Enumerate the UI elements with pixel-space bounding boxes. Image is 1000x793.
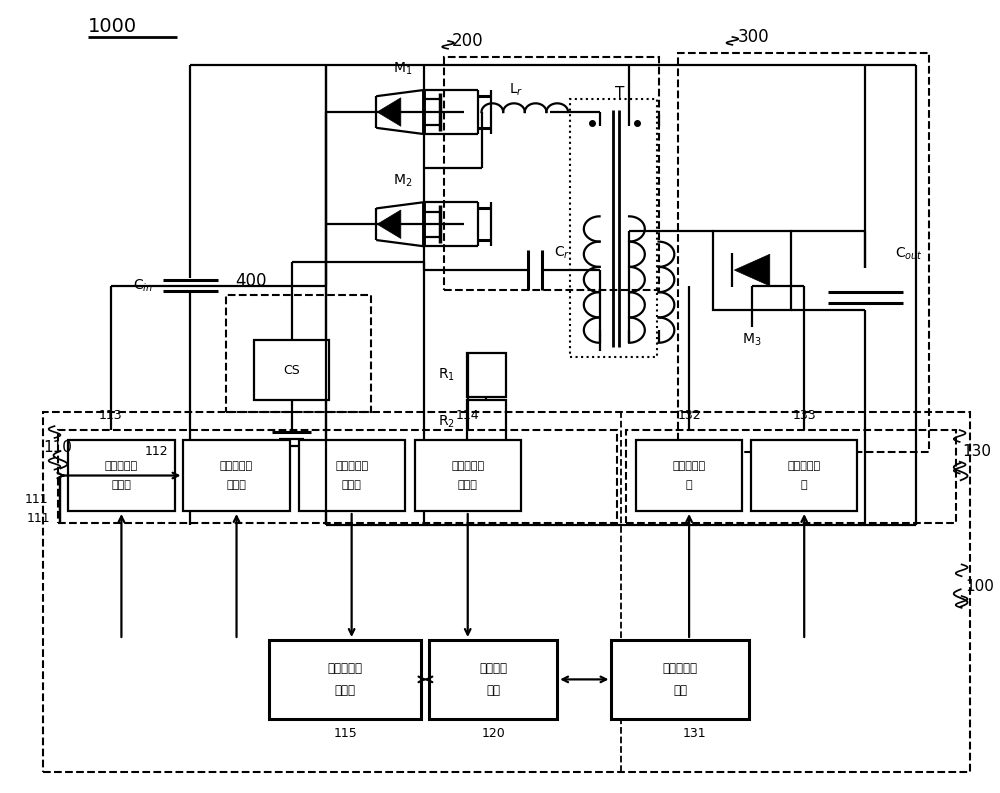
- Bar: [183, 440, 290, 511]
- Text: L$_r$: L$_r$: [509, 82, 523, 98]
- Text: 次级子控制: 次级子控制: [663, 662, 698, 675]
- Text: 111: 111: [25, 492, 49, 506]
- Bar: [467, 400, 506, 444]
- Text: 样电路: 样电路: [342, 480, 362, 490]
- Text: 样电路: 样电路: [458, 480, 478, 490]
- Bar: [269, 640, 421, 719]
- Bar: [626, 430, 956, 523]
- Text: M$_1$: M$_1$: [393, 60, 412, 77]
- Bar: [444, 57, 659, 289]
- Text: 110: 110: [44, 440, 73, 455]
- Bar: [226, 295, 371, 412]
- Text: 111: 111: [27, 512, 51, 526]
- Bar: [254, 340, 329, 400]
- Text: 115: 115: [333, 726, 357, 740]
- Text: 第一初级驱: 第一初级驱: [105, 461, 138, 471]
- Bar: [58, 430, 617, 523]
- Polygon shape: [377, 98, 401, 126]
- Text: C$_{out}$: C$_{out}$: [895, 246, 923, 262]
- Bar: [467, 353, 506, 396]
- Text: C$_{in}$: C$_{in}$: [133, 278, 153, 294]
- Bar: [415, 440, 521, 511]
- Text: 次级驱动电: 次级驱动电: [788, 461, 821, 471]
- Text: 器电路: 器电路: [335, 684, 356, 697]
- Bar: [636, 440, 742, 511]
- Text: 113: 113: [99, 409, 123, 422]
- Text: 300: 300: [737, 28, 769, 46]
- Text: 第二初级采: 第二初级采: [335, 461, 368, 471]
- Text: 动电路: 动电路: [111, 480, 131, 490]
- Polygon shape: [734, 255, 770, 285]
- Text: 120: 120: [481, 726, 505, 740]
- Text: 隔离通信: 隔离通信: [479, 662, 507, 675]
- Bar: [299, 440, 405, 511]
- Text: CS: CS: [283, 364, 300, 377]
- Bar: [570, 99, 657, 357]
- Bar: [678, 53, 929, 452]
- Text: 114: 114: [456, 409, 480, 422]
- Text: 第一初级采: 第一初级采: [451, 461, 484, 471]
- Text: C$_r$: C$_r$: [554, 244, 570, 261]
- Text: 电路: 电路: [486, 684, 500, 697]
- Text: 130: 130: [963, 444, 992, 459]
- Text: 电路: 电路: [673, 684, 687, 697]
- Text: R$_2$: R$_2$: [438, 414, 455, 430]
- Bar: [68, 440, 175, 511]
- Text: 第二初级驱: 第二初级驱: [220, 461, 253, 471]
- Text: 次级采样电: 次级采样电: [673, 461, 706, 471]
- Text: 动电路: 动电路: [227, 480, 246, 490]
- Text: 131: 131: [682, 726, 706, 740]
- Text: 200: 200: [452, 32, 484, 50]
- Bar: [611, 640, 749, 719]
- Text: 400: 400: [236, 272, 267, 290]
- Text: 112: 112: [145, 446, 169, 458]
- Text: M$_3$: M$_3$: [742, 331, 762, 348]
- Text: 1000: 1000: [88, 17, 137, 36]
- Text: T: T: [615, 86, 624, 102]
- Text: 100: 100: [966, 579, 994, 594]
- Text: 133: 133: [792, 409, 816, 422]
- Text: 132: 132: [677, 409, 701, 422]
- Text: 路: 路: [686, 480, 692, 490]
- Bar: [713, 231, 791, 309]
- Text: R$_1$: R$_1$: [438, 366, 455, 382]
- Polygon shape: [377, 210, 401, 239]
- Bar: [429, 640, 557, 719]
- Text: M$_2$: M$_2$: [393, 173, 412, 189]
- Text: 初级子控制: 初级子控制: [328, 662, 363, 675]
- Text: 路: 路: [801, 480, 808, 490]
- Bar: [43, 412, 970, 772]
- Bar: [751, 440, 857, 511]
